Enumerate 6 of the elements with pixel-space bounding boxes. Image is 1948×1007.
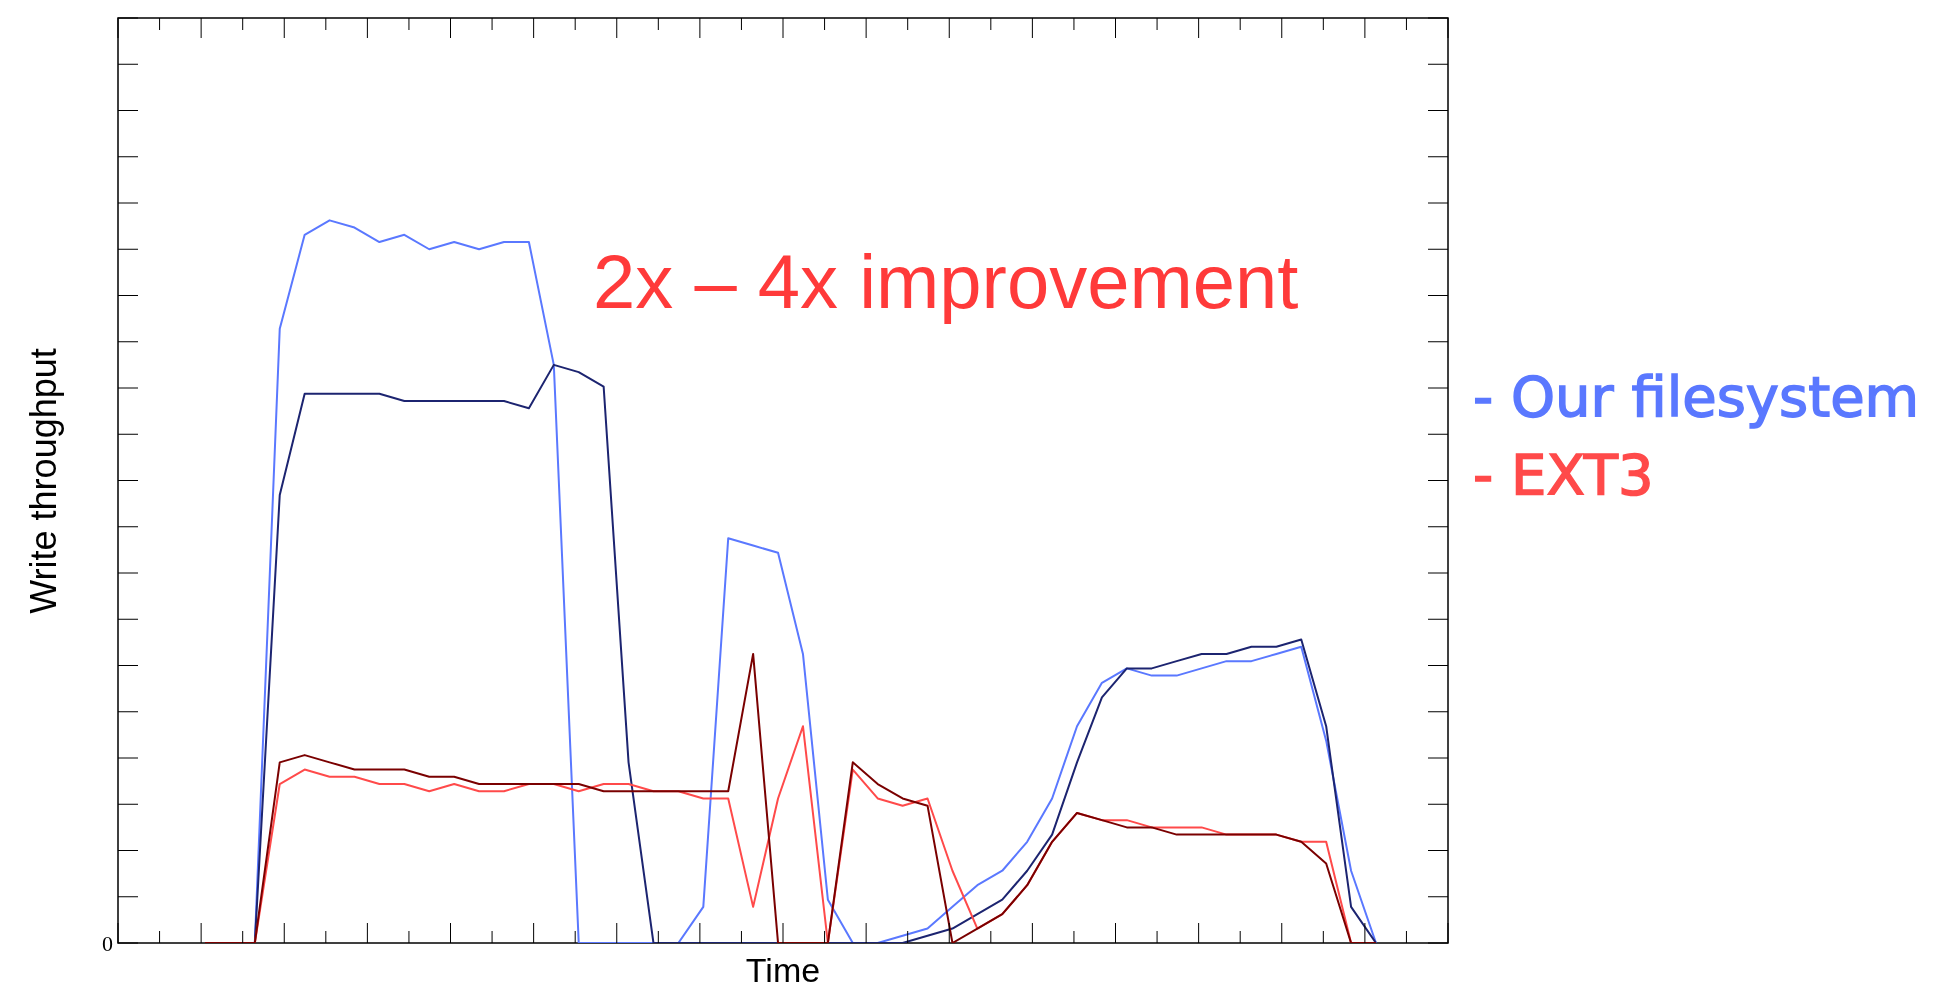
text: - EXT3 [1473, 441, 1655, 510]
text: - Our filesystem [1473, 363, 1920, 431]
x-axis-title: Time [744, 951, 822, 990]
text: 0 [102, 930, 113, 956]
annotation: 2x – 4x improvement [593, 238, 1299, 325]
y-axis-title: Write throughput [23, 347, 65, 614]
